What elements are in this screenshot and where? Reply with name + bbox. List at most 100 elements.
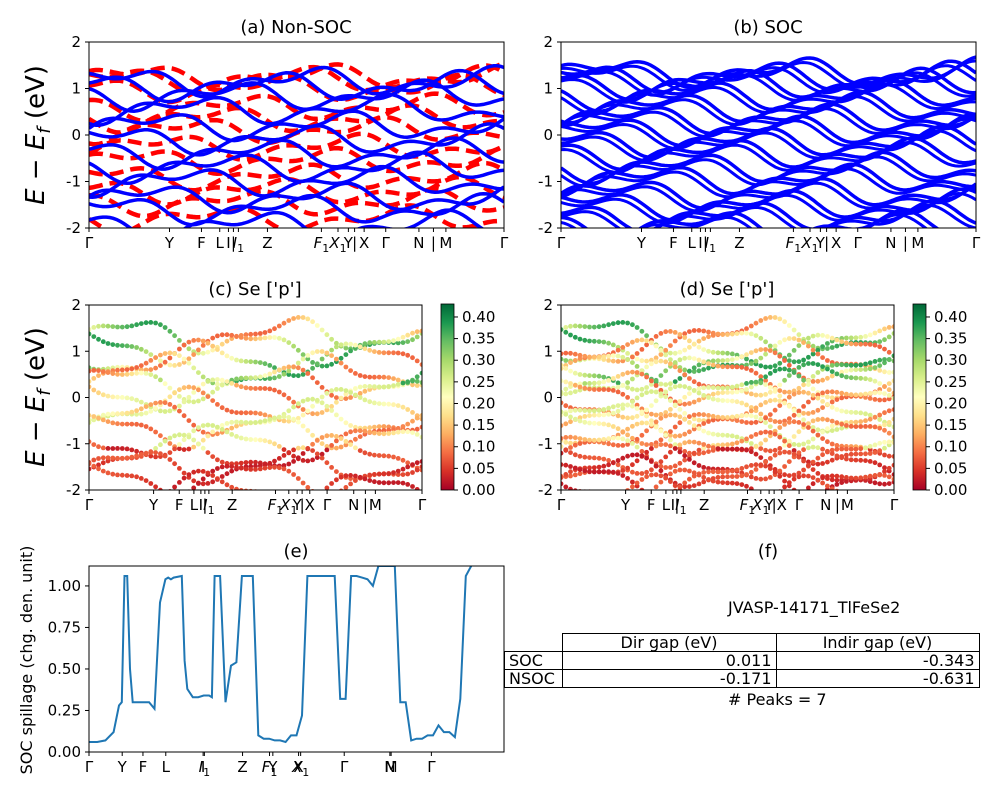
projection-point bbox=[839, 425, 845, 431]
projection-point bbox=[610, 460, 616, 466]
projection-point bbox=[153, 355, 159, 360]
projection-point bbox=[248, 420, 254, 426]
projection-point bbox=[110, 371, 116, 376]
projection-point bbox=[834, 427, 840, 432]
band-soc bbox=[561, 162, 976, 197]
projection-point bbox=[610, 435, 616, 441]
projection-point bbox=[882, 384, 887, 389]
projection-point bbox=[338, 360, 344, 366]
projection-point bbox=[696, 357, 702, 363]
projection-point bbox=[158, 377, 163, 383]
projection-point bbox=[338, 355, 344, 361]
projection-point bbox=[672, 384, 678, 390]
projection-point bbox=[414, 415, 420, 421]
projection-point bbox=[663, 368, 669, 374]
projection-point bbox=[115, 411, 120, 417]
projection-point bbox=[649, 389, 654, 394]
projection-point bbox=[568, 503, 573, 508]
projection-point bbox=[858, 334, 864, 340]
projection-point bbox=[810, 343, 816, 349]
projection-point bbox=[561, 351, 564, 357]
projection-point bbox=[806, 378, 811, 384]
projection-point bbox=[568, 360, 573, 365]
projection-point bbox=[563, 439, 569, 445]
projection-point bbox=[872, 378, 878, 384]
x-tick-label: I bbox=[671, 496, 675, 514]
projection-point bbox=[181, 413, 187, 419]
projection-point bbox=[561, 378, 564, 384]
projection-point bbox=[677, 368, 683, 374]
projection-point bbox=[167, 402, 173, 407]
projection-point bbox=[105, 341, 111, 346]
projection-point bbox=[625, 370, 630, 376]
projection-point bbox=[91, 325, 97, 330]
x-tick-label: Γ bbox=[557, 496, 566, 514]
colorbar-tick-label: 0.30 bbox=[934, 351, 967, 369]
projection-point bbox=[848, 409, 854, 415]
projection-point bbox=[810, 374, 816, 379]
projection-point bbox=[177, 408, 182, 414]
projection-point bbox=[767, 424, 773, 429]
projection-point bbox=[286, 364, 292, 370]
projection-point bbox=[414, 329, 420, 335]
projection-point bbox=[395, 403, 401, 408]
projection-point bbox=[725, 332, 730, 337]
projection-point bbox=[329, 388, 334, 394]
projection-point bbox=[886, 357, 892, 363]
projection-point bbox=[858, 392, 864, 397]
colorbar-tick-label: 0.20 bbox=[462, 394, 495, 412]
projection-point bbox=[210, 423, 216, 428]
projection-point bbox=[844, 340, 849, 346]
projection-point bbox=[763, 447, 768, 453]
projection-point bbox=[767, 348, 773, 353]
x-tick-label: X bbox=[831, 234, 841, 252]
projection-point bbox=[606, 387, 611, 393]
projection-point bbox=[295, 445, 301, 451]
projection-point bbox=[572, 442, 578, 448]
projection-point bbox=[257, 411, 263, 417]
projection-point bbox=[639, 328, 645, 334]
projection-point bbox=[858, 457, 864, 463]
projection-point bbox=[630, 441, 635, 446]
projection-point bbox=[314, 349, 320, 354]
projection-point bbox=[844, 452, 849, 458]
projection-point bbox=[405, 407, 411, 412]
projection-point bbox=[748, 469, 754, 475]
x-tick-label: L bbox=[662, 496, 671, 514]
projection-point bbox=[587, 381, 592, 386]
projection-point bbox=[682, 372, 688, 378]
projection-point bbox=[215, 386, 220, 391]
projection-point bbox=[243, 359, 249, 364]
projection-point bbox=[395, 382, 401, 387]
projection-point bbox=[324, 332, 330, 338]
projection-point bbox=[739, 438, 745, 444]
projection-point bbox=[124, 343, 130, 349]
projection-point bbox=[867, 451, 873, 456]
projection-point bbox=[801, 410, 806, 416]
projection-point bbox=[381, 374, 387, 380]
projection-point bbox=[196, 441, 201, 447]
projection-point bbox=[186, 394, 192, 400]
projection-point bbox=[259, 489, 262, 490]
projection-point bbox=[782, 358, 787, 363]
projection-point bbox=[763, 400, 768, 405]
projection-point bbox=[229, 336, 235, 341]
projection-point bbox=[563, 447, 569, 453]
projection-point bbox=[758, 411, 764, 417]
projection-point bbox=[748, 413, 754, 419]
projection-point bbox=[810, 379, 816, 384]
projection-point bbox=[810, 467, 816, 472]
colorbar-tick-label: 0.10 bbox=[462, 438, 495, 456]
projection-point bbox=[839, 408, 845, 414]
projection-point bbox=[715, 331, 721, 337]
projection-point bbox=[672, 424, 678, 430]
projection-point bbox=[319, 400, 325, 406]
projection-point bbox=[877, 390, 883, 396]
projection-point bbox=[867, 377, 873, 382]
projection-point bbox=[153, 454, 159, 460]
projection-point bbox=[744, 483, 749, 489]
projection-point bbox=[582, 385, 588, 391]
projection-point bbox=[563, 391, 569, 397]
projection-point bbox=[124, 410, 130, 416]
projection-point bbox=[701, 347, 707, 352]
